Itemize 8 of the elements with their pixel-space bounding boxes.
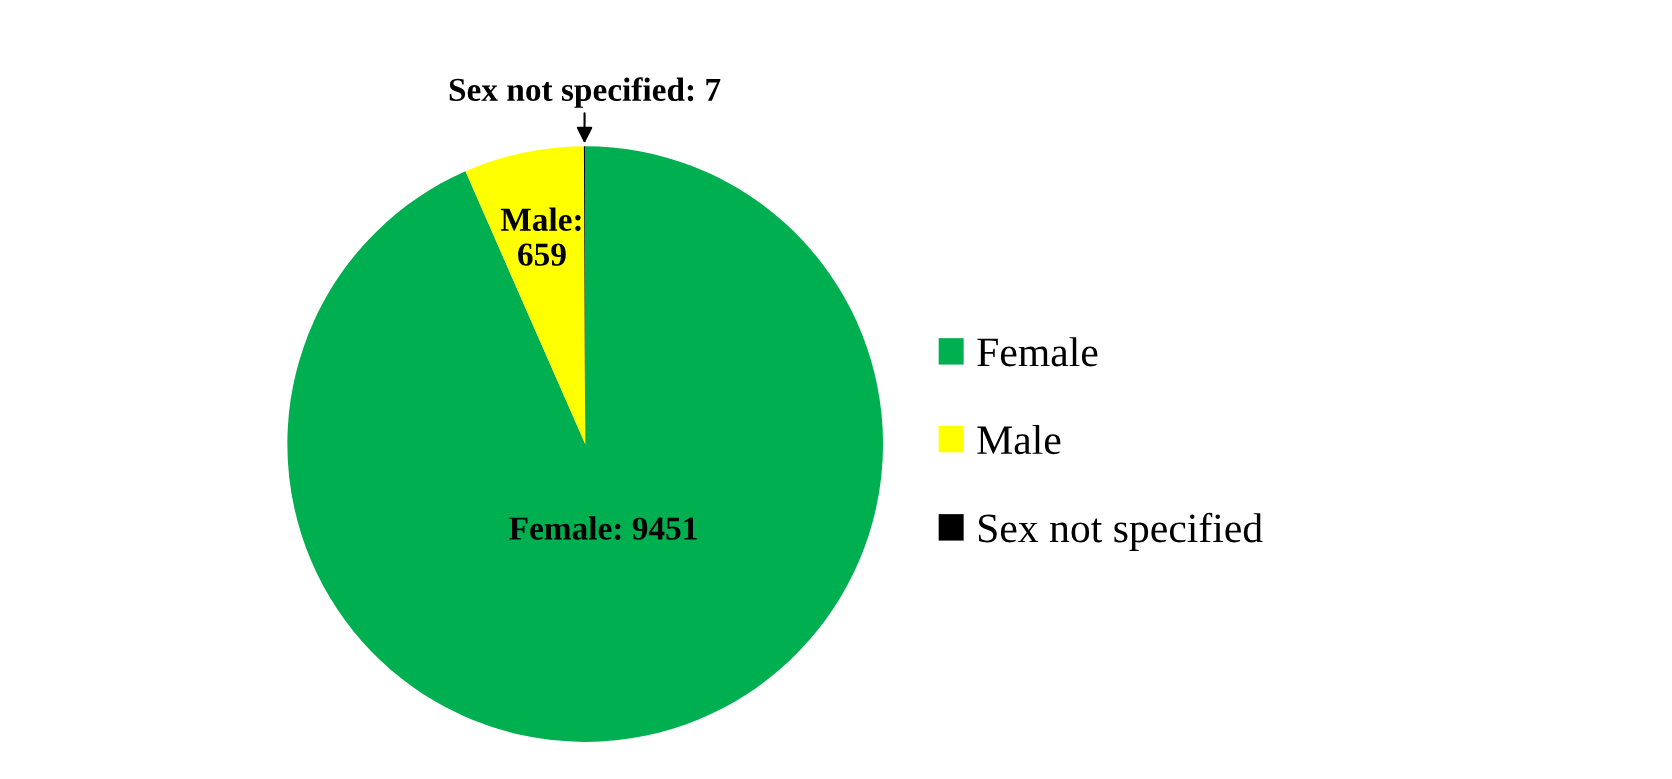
legend-label: Female — [977, 337, 1098, 367]
data-label: Male: 659 — [500, 207, 581, 266]
legend-label: Sex not specified — [978, 512, 1263, 551]
pie-slice — [287, 146, 884, 742]
pie-slice — [465, 146, 586, 445]
legend-label: Male — [977, 424, 1061, 455]
data-label: Sex not specified: 7 — [449, 77, 721, 108]
data-label: Female: 9451 — [509, 516, 697, 540]
